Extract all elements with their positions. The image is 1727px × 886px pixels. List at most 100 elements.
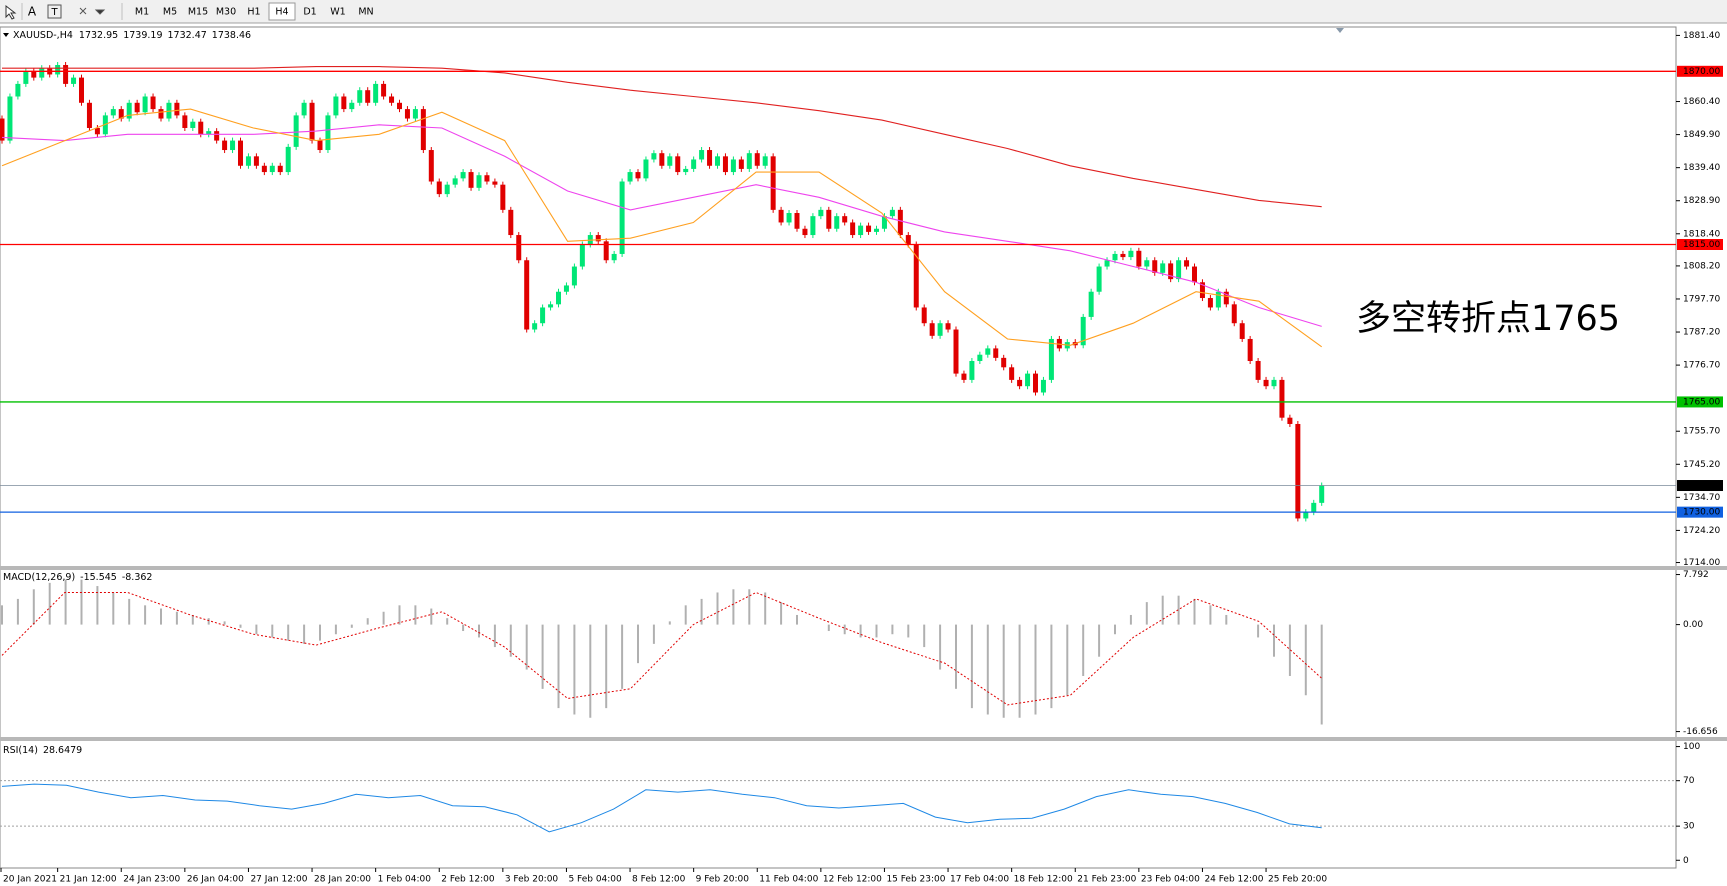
candle xyxy=(548,304,554,308)
time-label: 1 Feb 04:00 xyxy=(378,875,432,885)
time-label: 28 Jan 20:00 xyxy=(314,875,371,885)
candle xyxy=(770,156,776,210)
candle xyxy=(571,266,577,286)
rsi-label: RSI(14) xyxy=(3,745,38,756)
y-tick-label: 1808.20 xyxy=(1683,261,1720,271)
candle xyxy=(1303,512,1309,519)
timeframe-button[interactable]: M5 xyxy=(163,7,177,18)
candle xyxy=(349,102,355,110)
candle xyxy=(341,96,347,110)
candle xyxy=(961,373,967,380)
candle xyxy=(754,153,760,166)
candle xyxy=(1104,260,1110,267)
candle xyxy=(556,291,561,305)
candle xyxy=(794,213,800,229)
cursor-icon[interactable] xyxy=(5,4,17,20)
y-tick-label: 1818.40 xyxy=(1683,229,1720,239)
candle xyxy=(858,225,864,236)
candle xyxy=(404,109,410,119)
y-tick-label: 0.00 xyxy=(1683,620,1703,630)
candle xyxy=(1152,260,1158,273)
candle xyxy=(834,216,840,229)
candle xyxy=(1215,291,1221,308)
panel-separator xyxy=(0,566,1727,570)
candle xyxy=(7,96,13,141)
symbol-marker xyxy=(3,33,9,37)
candle xyxy=(31,71,37,78)
timeframe-button[interactable]: M30 xyxy=(216,7,236,18)
candle xyxy=(492,181,498,185)
timeframe-button[interactable]: H4 xyxy=(275,7,288,18)
label-tool[interactable]: T xyxy=(50,7,58,18)
candle xyxy=(174,102,180,116)
candle xyxy=(1263,379,1269,387)
moving-average xyxy=(2,66,1322,208)
timeframe-button[interactable]: W1 xyxy=(330,7,345,18)
candle xyxy=(627,172,633,182)
timeframe-button[interactable]: M1 xyxy=(135,7,149,18)
candle xyxy=(563,285,569,292)
candle xyxy=(166,102,172,119)
candle xyxy=(1080,316,1086,346)
candle xyxy=(524,260,530,330)
level-label: 1730.00 xyxy=(1683,508,1720,518)
candle xyxy=(309,102,315,141)
candle xyxy=(1295,423,1301,519)
time-label: 8 Feb 12:00 xyxy=(632,875,686,885)
candle xyxy=(460,172,466,179)
timeframe-button[interactable]: MN xyxy=(358,7,373,18)
candle xyxy=(357,90,363,103)
macd-value: -15.545 xyxy=(80,572,117,583)
candle xyxy=(1009,367,1015,380)
timeframe-button[interactable]: M15 xyxy=(188,7,208,18)
y-tick-label: 1839.40 xyxy=(1683,163,1720,173)
candle xyxy=(802,228,808,236)
candle xyxy=(285,146,291,173)
y-tick-label: 1881.40 xyxy=(1683,31,1720,41)
shapes-menu[interactable] xyxy=(79,7,106,15)
candle xyxy=(738,159,744,169)
candle xyxy=(389,96,395,103)
candle xyxy=(1319,485,1325,503)
candle xyxy=(579,244,585,267)
candle xyxy=(595,235,601,242)
candle xyxy=(1025,373,1031,387)
candle xyxy=(635,172,641,179)
y-tick-label: 100 xyxy=(1683,742,1700,752)
level-tag xyxy=(1677,396,1723,408)
toolbar xyxy=(0,0,1727,23)
candle xyxy=(118,109,124,119)
candle xyxy=(667,156,673,166)
text-tool[interactable]: A xyxy=(28,5,37,19)
candle xyxy=(953,329,959,374)
time-label: 11 Feb 04:00 xyxy=(759,875,818,885)
candle xyxy=(325,115,331,151)
candle xyxy=(79,77,84,103)
y-tick-label: 1860.40 xyxy=(1683,97,1720,107)
candle xyxy=(1223,291,1229,305)
candle xyxy=(1279,379,1285,418)
candle xyxy=(142,96,148,113)
candle xyxy=(134,102,140,113)
timeframe-button[interactable]: H1 xyxy=(247,7,260,18)
time-label: 18 Feb 12:00 xyxy=(1014,875,1073,885)
candle xyxy=(1247,338,1253,362)
candle xyxy=(842,216,848,223)
y-tick-label: 70 xyxy=(1683,776,1695,786)
time-label: 9 Feb 20:00 xyxy=(696,875,750,885)
candle xyxy=(532,323,538,330)
candle xyxy=(945,323,951,330)
candle xyxy=(881,216,887,229)
y-tick-label: 1724.20 xyxy=(1683,526,1720,536)
timeframe-button[interactable]: D1 xyxy=(303,7,316,18)
candle xyxy=(158,109,164,119)
high: 1739.19 xyxy=(123,30,162,41)
time-label: 26 Jan 04:00 xyxy=(187,875,244,885)
candle xyxy=(746,153,752,169)
candle xyxy=(1120,253,1126,258)
level-label: 1815.00 xyxy=(1683,240,1720,250)
candle xyxy=(810,216,816,236)
candle xyxy=(1271,379,1277,387)
candle xyxy=(1096,266,1102,292)
time-label: 24 Jan 23:00 xyxy=(123,875,180,885)
